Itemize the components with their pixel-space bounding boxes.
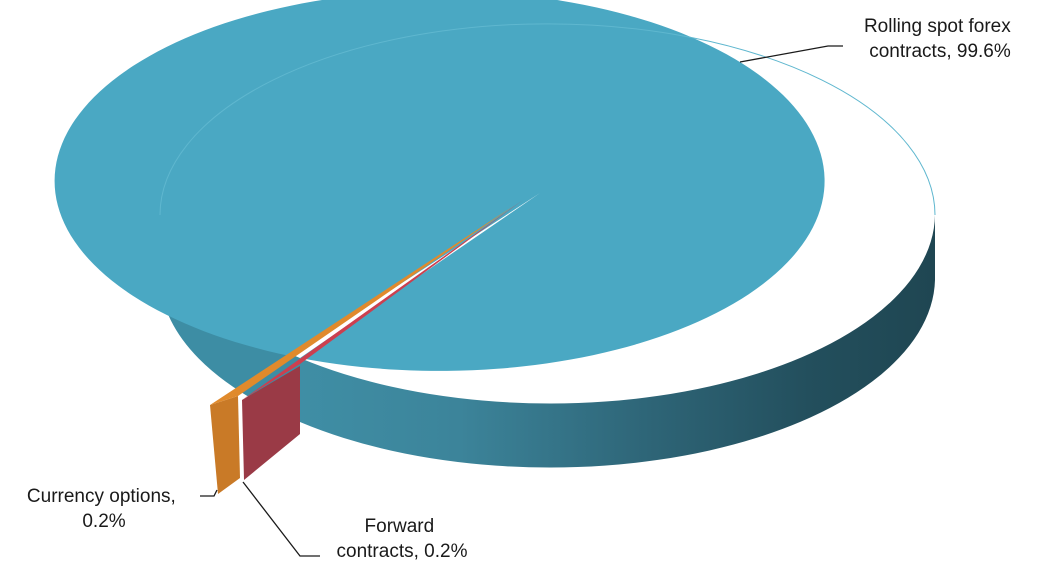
slice-currency-options-side — [210, 396, 240, 494]
leader-line-forward — [242, 481, 320, 557]
data-label-currency-options: Currency options, 0.2% — [27, 486, 181, 532]
slice-forward-side — [242, 366, 300, 480]
leader-line-rolling-spot — [739, 45, 843, 63]
slice-rolling-spot-front — [300, 215, 935, 468]
data-label-forward: Forward contracts, 0.2% — [337, 516, 468, 562]
slice-currency-options — [210, 205, 515, 405]
data-label-rolling-spot: Rolling spot forex contracts, 99.6% — [864, 16, 1016, 62]
slice-forward — [242, 200, 523, 400]
slice-rolling-spot-edge — [159, 23, 936, 216]
slice-rolling-spot — [54, 0, 825, 371]
leader-line-currency-options — [200, 489, 218, 497]
